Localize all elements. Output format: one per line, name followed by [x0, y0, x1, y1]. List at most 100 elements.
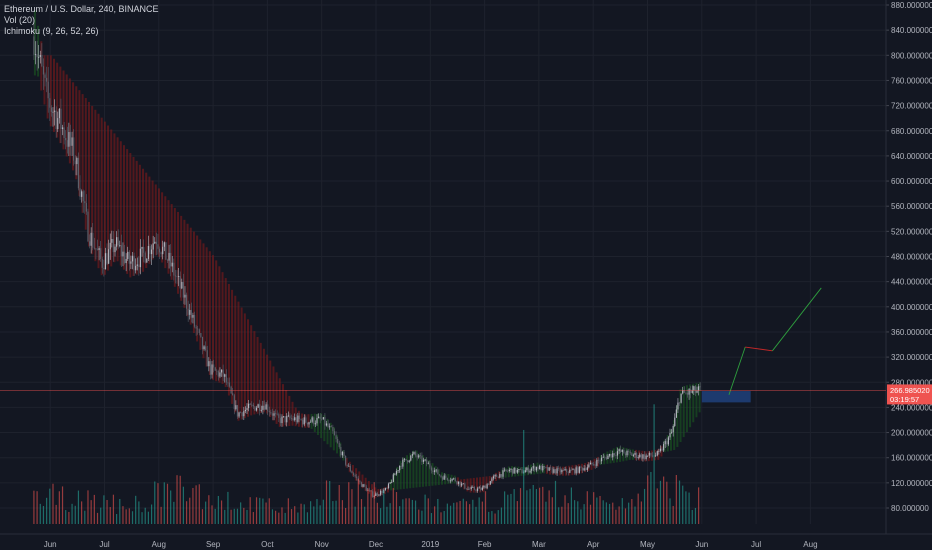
volume-bar: [682, 485, 684, 524]
candle-body: [429, 463, 431, 468]
candle-body: [294, 417, 296, 421]
volume-bar: [84, 510, 86, 524]
candle-body: [629, 451, 631, 454]
ichimoku-cloud-segment: [542, 464, 545, 474]
candle-body: [152, 243, 154, 250]
volume-bar: [96, 512, 99, 524]
volume-bar: [694, 507, 697, 524]
candle-body: [650, 452, 652, 456]
candle-body: [106, 253, 108, 264]
ichimoku-cloud-segment: [75, 86, 78, 180]
candle-body: [407, 460, 409, 462]
volume-bar: [100, 507, 102, 524]
candle-body: [343, 451, 345, 457]
candle-body: [519, 469, 522, 470]
candle-body: [211, 364, 213, 375]
candle-body: [247, 403, 250, 409]
volume-bar: [640, 501, 642, 524]
candle-body: [449, 480, 452, 482]
volume-bar: [71, 503, 73, 524]
candle-body: [50, 107, 53, 112]
current-price-label-bg: [887, 384, 932, 405]
candle-body: [319, 416, 321, 419]
volume-bar: [332, 501, 334, 524]
volume-bar: [573, 500, 576, 524]
ichimoku-cloud-segment: [428, 459, 431, 487]
candle-body: [81, 191, 83, 197]
candle-body: [408, 460, 410, 462]
ichimoku-cloud-segment: [157, 188, 160, 257]
candle-body: [419, 455, 421, 457]
candle-body: [675, 409, 677, 418]
ichimoku-cloud-segment: [418, 452, 421, 488]
candle-body: [459, 481, 461, 486]
candle-body: [537, 466, 539, 470]
candle-body: [578, 466, 580, 473]
volume-bar: [112, 494, 115, 524]
candle-body: [680, 393, 682, 403]
ichimoku-cloud-segment: [386, 485, 389, 493]
volume-bar: [437, 498, 439, 524]
candle-body: [60, 108, 62, 129]
candle-body: [341, 451, 344, 456]
symbol-title[interactable]: Ethereum / U.S. Dollar, 240, BINANCE: [4, 4, 159, 14]
candle-body: [682, 389, 684, 394]
candle-body: [631, 453, 633, 456]
candle-body: [125, 258, 127, 264]
candle-body: [76, 157, 78, 165]
volume-bar: [516, 501, 518, 524]
ichimoku-cloud-segment: [695, 383, 698, 418]
time-axis-label: Jul: [751, 540, 761, 549]
price-axis-label: 880.000000: [891, 1, 932, 10]
volume-bar: [615, 509, 617, 524]
ichimoku-cloud-segment: [43, 55, 46, 105]
candle-body: [181, 282, 183, 289]
candle-body: [306, 422, 309, 425]
candle-body: [349, 465, 351, 472]
candle-body: [553, 469, 555, 473]
candle-body: [492, 476, 495, 479]
candle-body: [279, 417, 281, 424]
volume-bar: [297, 512, 299, 524]
candle-body: [55, 110, 57, 130]
volume-bar: [497, 510, 499, 524]
volume-bar: [147, 511, 150, 524]
candle-body: [351, 471, 353, 474]
volume-bar: [144, 507, 146, 524]
candle-body: [281, 416, 283, 424]
volume-bar: [281, 507, 283, 524]
time-axis-label: Jul: [99, 540, 109, 549]
candle-body: [127, 251, 129, 259]
ichimoku-cloud-segment: [142, 168, 145, 272]
ichimoku-indicator-label[interactable]: Ichimoku (9, 26, 52, 26): [4, 26, 99, 36]
volume-bar: [529, 488, 531, 524]
ichimoku-cloud-segment: [161, 192, 164, 263]
candle-body: [573, 469, 576, 474]
candle-body: [214, 367, 216, 371]
candle-body: [327, 423, 329, 428]
candle-body: [206, 350, 208, 367]
volume-bar: [469, 504, 471, 524]
candle-body: [446, 477, 448, 481]
volume-bar: [278, 512, 280, 524]
ichimoku-cloud-segment: [281, 384, 284, 427]
volume-indicator-label[interactable]: Vol (20): [4, 15, 36, 25]
volume-bar: [554, 480, 557, 524]
forecast-line: [745, 346, 773, 352]
candle-body: [101, 258, 103, 268]
volume-bar: [491, 511, 493, 524]
volume-bar: [217, 495, 219, 524]
volume-bar: [119, 498, 121, 524]
volume-bar: [284, 512, 286, 524]
volume-bar: [564, 495, 566, 524]
candle-body: [69, 132, 72, 146]
volume-bar: [414, 500, 417, 524]
candle-body: [484, 485, 487, 489]
volume-bar: [666, 481, 668, 524]
ichimoku-cloud-segment: [100, 117, 103, 276]
volume-bar: [599, 495, 601, 524]
forecast-line: [772, 287, 822, 352]
volume-bar: [545, 501, 547, 524]
ichimoku-cloud-segment: [173, 208, 176, 287]
